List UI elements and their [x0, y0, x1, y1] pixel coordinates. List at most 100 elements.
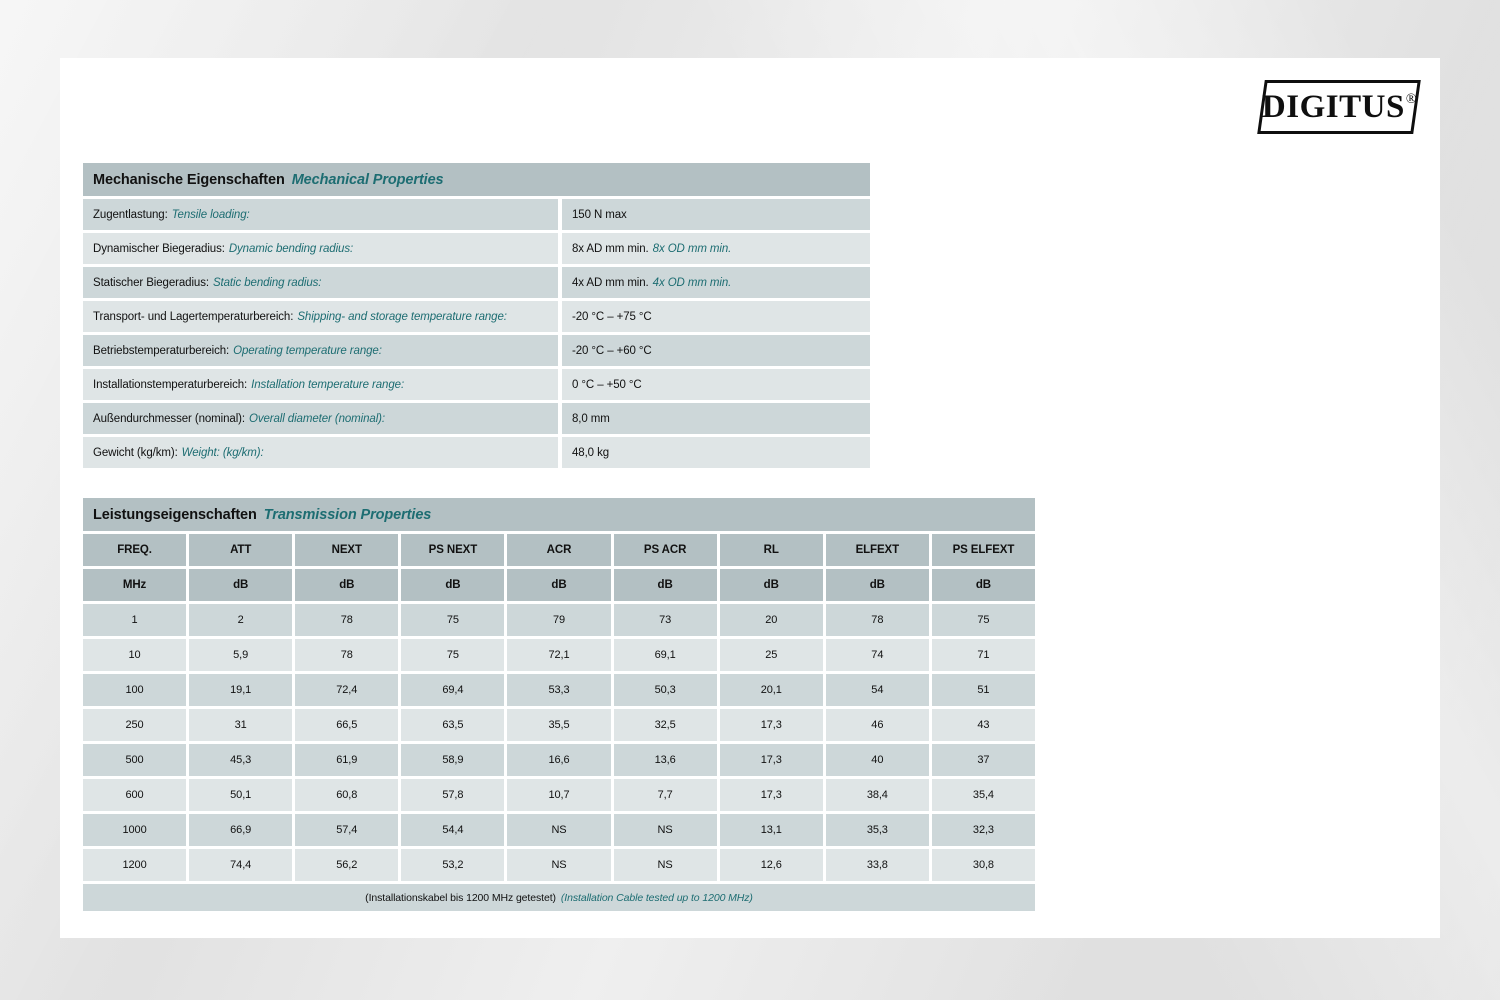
row-label-en: Weight: (kg/km):: [181, 446, 264, 459]
data-cell: 600: [83, 779, 187, 811]
mechanical-table-row: Installationstemperaturbereich: Installat…: [83, 369, 870, 400]
data-cell: 75: [401, 604, 505, 636]
data-cell: 17,3: [719, 744, 823, 776]
unit-cell: dB: [719, 569, 823, 601]
footnote-de: (Installationskabel bis 1200 MHz geteste…: [365, 891, 556, 904]
data-cell: 10: [83, 639, 187, 671]
row-label-de: Statischer Biegeradius:: [93, 276, 209, 289]
column-header: ELFEXT: [825, 534, 929, 566]
data-cell: 78: [295, 639, 399, 671]
data-cell: 56,2: [295, 849, 399, 881]
data-cell: 31: [189, 709, 293, 741]
data-cell: 32,5: [613, 709, 717, 741]
data-cell: 35,5: [507, 709, 611, 741]
row-label-en: Static bending radius:: [212, 276, 322, 289]
column-header: ATT: [189, 534, 293, 566]
logo-text: DIGITUS®: [1262, 89, 1417, 125]
mechanical-row-value-cell: 4x AD mm min. 4x OD mm min.: [562, 267, 870, 298]
row-value: -20 °C – +60 °C: [572, 344, 652, 357]
data-cell: 78: [825, 604, 929, 636]
unit-cell: dB: [931, 569, 1035, 601]
row-value: -20 °C – +75 °C: [572, 310, 652, 323]
data-cell: 7,7: [613, 779, 717, 811]
footnote-en: (Installation Cable tested up to 1200 MH…: [560, 891, 753, 904]
row-label-en: Operating temperature range:: [233, 344, 382, 357]
transmission-rows-container: 1 2 78 75 79 73 20 78 75 10 5,9 78 75 72,1 69,1 25 74 71 1…: [83, 604, 1035, 881]
row-value: 8,0 mm: [572, 412, 610, 425]
unit-cell: dB: [401, 569, 505, 601]
transmission-table-row: 1200 74,4 56,2 53,2 NS NS 12,6 33,8 30,8: [83, 849, 1035, 881]
row-value: 0 °C – +50 °C: [572, 378, 642, 391]
data-cell: 30,8: [931, 849, 1035, 881]
data-cell: 35,3: [825, 814, 929, 846]
data-cell: 16,6: [507, 744, 611, 776]
transmission-column-header-row: FREQ. ATT NEXT PS NEXT ACR PS ACR RL ELFEXT PS E…: [83, 534, 1035, 566]
data-cell: 10,7: [507, 779, 611, 811]
unit-cell: dB: [295, 569, 399, 601]
mechanical-row-value-cell: 8x AD mm min. 8x OD mm min.: [562, 233, 870, 264]
row-label-en: Installation temperature range:: [251, 378, 405, 391]
data-cell: 1000: [83, 814, 187, 846]
row-value-en: 4x OD mm min.: [652, 276, 732, 289]
data-cell: 33,8: [825, 849, 929, 881]
mechanical-row-value-cell: 0 °C – +50 °C: [562, 369, 870, 400]
row-label-de: Dynamischer Biegeradius:: [93, 242, 225, 255]
mechanical-table-row: Betriebstemperaturbereich: Operating temp…: [83, 335, 870, 366]
data-cell: 1200: [83, 849, 187, 881]
row-label-en: Tensile loading:: [171, 208, 250, 221]
data-cell: 250: [83, 709, 187, 741]
digitus-logo: DIGITUS®: [1257, 78, 1421, 136]
column-header: PS NEXT: [401, 534, 505, 566]
transmission-properties-table: Leistungseigenschaften Transmission Prop…: [83, 498, 1035, 911]
mechanical-table-row: Transport- und Lagertemperaturbereich: Sh…: [83, 301, 870, 332]
mechanical-row-value-cell: 150 N max: [562, 199, 870, 230]
mechanical-row-value-cell: -20 °C – +75 °C: [562, 301, 870, 332]
transmission-title-en: Transmission Properties: [263, 506, 432, 523]
unit-cell: dB: [507, 569, 611, 601]
data-cell: 69,4: [401, 674, 505, 706]
data-cell: 45,3: [189, 744, 293, 776]
column-header: ACR: [507, 534, 611, 566]
transmission-table-row: 1 2 78 75 79 73 20 78 75: [83, 604, 1035, 636]
data-cell: 58,9: [401, 744, 505, 776]
data-cell: 25: [719, 639, 823, 671]
mechanical-row-value-cell: -20 °C – +60 °C: [562, 335, 870, 366]
data-cell: 73: [613, 604, 717, 636]
data-cell: 500: [83, 744, 187, 776]
row-label-de: Installationstemperaturbereich:: [93, 378, 248, 391]
data-cell: 13,1: [719, 814, 823, 846]
row-label-en: Overall diameter (nominal):: [248, 412, 385, 425]
data-cell: 54: [825, 674, 929, 706]
data-cell: 74,4: [189, 849, 293, 881]
data-cell: 13,6: [613, 744, 717, 776]
data-cell: 5,9: [189, 639, 293, 671]
data-cell: 46: [825, 709, 929, 741]
row-label-de: Zugentlastung:: [93, 208, 168, 221]
data-cell: 100: [83, 674, 187, 706]
transmission-table-row: 250 31 66,5 63,5 35,5 32,5 17,3 46 43: [83, 709, 1035, 741]
mechanical-row-value-cell: 8,0 mm: [562, 403, 870, 434]
data-cell: 35,4: [931, 779, 1035, 811]
mechanical-row-label-cell: Außendurchmesser (nominal): Overall diame…: [83, 403, 558, 434]
mechanical-table-title: Mechanische Eigenschaften Mechanical Pro…: [83, 163, 870, 196]
row-value: 4x AD mm min.: [572, 276, 649, 289]
transmission-table-row: 1000 66,9 57,4 54,4 NS NS 13,1 35,3 32,3: [83, 814, 1035, 846]
data-cell: 38,4: [825, 779, 929, 811]
transmission-units-row: MHz dB dB dB dB dB dB dB dB: [83, 569, 1035, 601]
data-cell: 78: [295, 604, 399, 636]
unit-cell: MHz: [83, 569, 187, 601]
mechanical-title-de: Mechanische Eigenschaften: [93, 171, 285, 188]
mechanical-row-label-cell: Betriebstemperaturbereich: Operating temp…: [83, 335, 558, 366]
transmission-footnote: (Installationskabel bis 1200 MHz geteste…: [83, 884, 1035, 911]
data-cell: 61,9: [295, 744, 399, 776]
unit-cell: dB: [189, 569, 293, 601]
transmission-table-row: 10 5,9 78 75 72,1 69,1 25 74 71: [83, 639, 1035, 671]
data-cell: NS: [507, 814, 611, 846]
mechanical-properties-table: Mechanische Eigenschaften Mechanical Pro…: [83, 163, 870, 471]
mechanical-table-row: Statischer Biegeradius: Static bending ra…: [83, 267, 870, 298]
transmission-table-row: 600 50,1 60,8 57,8 10,7 7,7 17,3 38,4 35,4: [83, 779, 1035, 811]
logo-frame: DIGITUS®: [1257, 80, 1421, 134]
data-cell: NS: [507, 849, 611, 881]
data-cell: 66,5: [295, 709, 399, 741]
data-cell: 12,6: [719, 849, 823, 881]
